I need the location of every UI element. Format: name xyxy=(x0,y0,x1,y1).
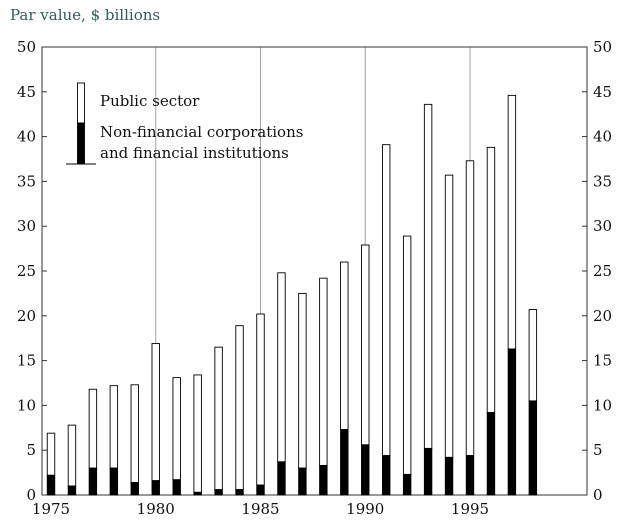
bar-corporations-1979 xyxy=(130,482,140,496)
y-tick-label-right: 5 xyxy=(593,441,603,459)
bar-public-sector-1995 xyxy=(465,160,475,457)
bar-corporations-1982 xyxy=(193,491,202,496)
bar-corporations-1998 xyxy=(528,400,538,496)
bar-corporations-1986 xyxy=(277,461,286,496)
bar-corporations-1992 xyxy=(402,473,412,496)
bar-corporations-1993 xyxy=(423,447,433,496)
bar-corporations-1997 xyxy=(507,348,517,496)
bar-public-sector-1975 xyxy=(46,432,56,476)
y-tick-label-left: 35 xyxy=(17,172,36,190)
legend-swatch-public-sector xyxy=(77,82,85,124)
y-tick-label-left: 45 xyxy=(17,83,36,101)
bar-public-sector-1983 xyxy=(214,346,223,491)
bar-public-sector-1988 xyxy=(319,277,328,466)
y-tick-label-right: 45 xyxy=(593,83,612,101)
bar-corporations-1988 xyxy=(319,464,328,496)
legend-label-corporations-line1: Non-financial corporations xyxy=(100,123,303,141)
bar-corporations-1975 xyxy=(46,474,56,496)
y-tick-label-right: 10 xyxy=(593,396,612,414)
bar-corporations-1983 xyxy=(214,489,223,496)
bar-public-sector-1982 xyxy=(193,374,202,493)
bar-corporations-1996 xyxy=(486,412,496,496)
y-tick-label-left: 25 xyxy=(17,262,36,280)
bar-corporations-1994 xyxy=(444,456,454,496)
bar-public-sector-1994 xyxy=(444,174,454,458)
bar-public-sector-1984 xyxy=(235,325,244,491)
bar-corporations-1981 xyxy=(172,479,181,496)
x-tick-label-1985: 1985 xyxy=(241,500,279,518)
bar-public-sector-1977 xyxy=(88,388,98,469)
y-tick-label-left: 5 xyxy=(26,441,36,459)
bar-public-sector-1998 xyxy=(528,309,538,402)
y-tick-label-left: 40 xyxy=(17,128,36,146)
bar-corporations-1991 xyxy=(382,455,391,496)
x-tick-label-1980: 1980 xyxy=(137,500,175,518)
bar-public-sector-1981 xyxy=(172,377,181,481)
y-tick-label-left: 0 xyxy=(26,486,36,504)
x-tick-label-1990: 1990 xyxy=(346,500,384,518)
y-tick-label-right: 50 xyxy=(593,38,612,56)
bar-public-sector-1992 xyxy=(402,235,412,475)
y-tick-label-right: 35 xyxy=(593,172,612,190)
y-tick-label-left: 50 xyxy=(17,38,36,56)
y-axis-unit-label: Par value, $ billions xyxy=(10,6,161,24)
x-tick-label-1975: 1975 xyxy=(32,500,70,518)
y-tick-label-left: 30 xyxy=(17,217,36,235)
y-tick-label-right: 20 xyxy=(593,307,612,325)
bar-public-sector-1993 xyxy=(423,103,433,449)
bar-corporations-1984 xyxy=(235,489,244,496)
bar-public-sector-1987 xyxy=(298,292,307,469)
bar-corporations-1989 xyxy=(340,429,349,496)
y-tick-label-right: 40 xyxy=(593,128,612,146)
bar-corporations-1976 xyxy=(67,485,77,496)
bar-corporations-1980 xyxy=(151,480,160,496)
legend-label-corporations-line2: and financial institutions xyxy=(100,144,289,162)
bar-public-sector-1991 xyxy=(382,144,391,457)
bar-public-sector-1989 xyxy=(340,261,349,431)
x-tick-label-1995: 1995 xyxy=(451,500,489,518)
bar-corporations-1987 xyxy=(298,467,307,496)
bar-public-sector-1985 xyxy=(256,313,265,486)
y-tick-label-right: 25 xyxy=(593,262,612,280)
bar-public-sector-1997 xyxy=(507,94,517,350)
bar-public-sector-1976 xyxy=(67,424,77,487)
bar-public-sector-1979 xyxy=(130,384,140,483)
bar-public-sector-1996 xyxy=(486,146,496,414)
bar-public-sector-1980 xyxy=(151,343,160,482)
bar-corporations-1985 xyxy=(256,484,265,496)
bar-public-sector-1990 xyxy=(361,244,370,446)
y-tick-label-left: 10 xyxy=(17,396,36,414)
plot-frame xyxy=(41,46,588,496)
legend-swatch-corporations xyxy=(77,122,85,165)
bar-public-sector-1986 xyxy=(277,272,286,463)
bar-corporations-1978 xyxy=(109,467,119,496)
y-tick-label-left: 20 xyxy=(17,307,36,325)
bar-public-sector-1978 xyxy=(109,385,119,469)
y-tick-label-right: 15 xyxy=(593,352,612,370)
y-tick-label-left: 15 xyxy=(17,352,36,370)
bar-corporations-1977 xyxy=(88,467,98,496)
bar-corporations-1995 xyxy=(465,455,475,496)
bar-corporations-1990 xyxy=(361,444,370,496)
y-tick-label-right: 30 xyxy=(593,217,612,235)
legend-label-public-sector: Public sector xyxy=(100,92,200,110)
y-tick-label-right: 0 xyxy=(593,486,603,504)
